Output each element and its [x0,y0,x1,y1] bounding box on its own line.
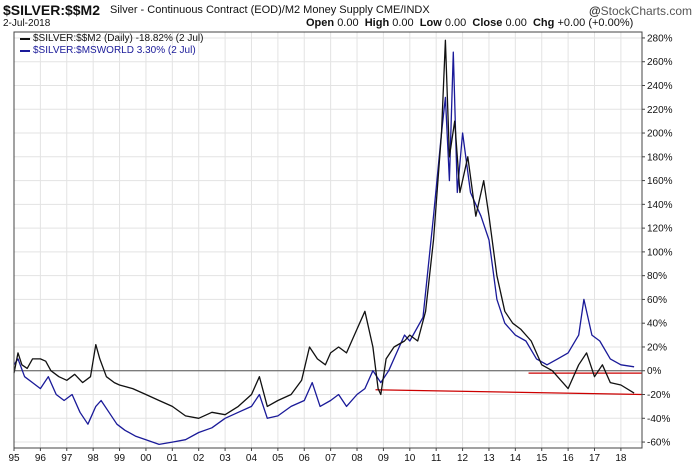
legend-swatch-black [20,38,30,40]
chg-value: +0.00 (+0.00%) [557,17,634,29]
x-tick-label: 96 [35,453,47,464]
brand-name: StockCharts.com [600,4,692,18]
x-tick-label: 13 [483,453,495,464]
y-tick-label: 240% [647,81,673,92]
chg-label: Chg [532,17,555,29]
legend-item-silver-msworld: $SILVER:$MSWORLD 3.30% (2 Jul) [20,45,203,57]
y-tick-label: 140% [647,200,673,211]
legend-item-silver-m2: $SILVER:$$M2 (Daily) -18.82% (2 Jul) [20,33,203,45]
y-tick-label: -40% [647,414,670,425]
close-value: 0.00 [505,17,527,29]
y-tick-label: -20% [647,390,670,401]
y-tick-label: 0% [647,366,662,377]
trend-line [375,389,643,396]
plot-frame [13,31,643,449]
series-line-silver-msworld [13,51,635,446]
x-tick-label: 01 [167,453,179,464]
x-axis-ticks: 95 96 97 98 99 00 01 02 03 04 05 06 07 08 09 10 11 12 13 14… [8,448,627,464]
chart-date: 2-Jul-2018 [3,18,51,29]
y-tick-label: 260% [647,57,673,68]
chart-header: $SILVER:$$M2 Silver - Continuous Contrac… [0,0,700,32]
y-tick-label: 60% [647,295,667,306]
x-tick-label: 97 [61,453,73,464]
series-lines [13,39,635,446]
x-tick-label: 09 [378,453,390,464]
x-tick-label: 04 [246,453,258,464]
x-tick-label: 14 [510,453,522,464]
x-tick-label: 00 [140,453,152,464]
grid-lines [13,32,642,448]
x-tick-label: 99 [114,453,126,464]
x-tick-label: 08 [351,453,363,464]
open-label: Open [306,17,335,29]
chart-title: $SILVER:$$M2 [3,2,100,18]
legend-swatch-blue [20,50,30,52]
legend: $SILVER:$$M2 (Daily) -18.82% (2 Jul) $SI… [20,33,203,57]
y-tick-label: 100% [647,247,673,258]
x-tick-label: 10 [404,453,416,464]
brand-mark-icon: @ [588,4,601,18]
y-tick-label: 180% [647,152,673,163]
y-tick-label: 220% [647,105,673,116]
x-tick-label: 05 [272,453,284,464]
high-value: 0.00 [392,17,414,29]
y-tick-label: 160% [647,176,673,187]
y-tick-label: 200% [647,129,673,140]
chart-subtitle: Silver - Continuous Contract (EOD)/M2 Mo… [110,4,430,16]
x-tick-label: 02 [193,453,205,464]
x-tick-label: 03 [220,453,232,464]
x-tick-label: 12 [457,453,469,464]
y-tick-label: -60% [647,438,670,449]
legend-label-silver-m2: $SILVER:$$M2 (Daily) -18.82% (2 Jul) [33,33,204,44]
low-label: Low [419,17,442,29]
x-tick-label: 98 [88,453,100,464]
x-tick-label: 18 [615,453,627,464]
x-tick-label: 95 [8,453,20,464]
series-line-silver-m2 [13,39,635,419]
x-tick-label: 15 [536,453,548,464]
x-tick-label: 16 [563,453,575,464]
y-tick-label: 20% [647,342,667,353]
y-tick-label: 120% [647,224,673,235]
y-axis-ticks: -60% -40% -20% 0% 20% 40% 60% 80% 100% 120% 140% 16… [642,33,673,449]
x-tick-label: 17 [589,453,601,464]
legend-label-silver-msworld: $SILVER:$MSWORLD 3.30% (2 Jul) [33,45,196,56]
x-tick-label: 07 [325,453,337,464]
y-tick-label: 80% [647,271,667,282]
y-tick-label: 280% [647,33,673,44]
stockcharts-logo[interactable]: @StockCharts.com [589,4,692,18]
x-tick-label: 11 [431,453,442,464]
x-tick-label: 06 [299,453,311,464]
close-label: Close [472,17,503,29]
y-tick-label: 40% [647,319,667,330]
ohlc-readout: Open 0.00 High 0.00 Low 0.00 Close 0.00 … [306,17,633,29]
low-value: 0.00 [444,17,467,29]
open-value: 0.00 [337,17,359,29]
high-label: High [364,17,390,29]
reference-lines [14,370,643,396]
